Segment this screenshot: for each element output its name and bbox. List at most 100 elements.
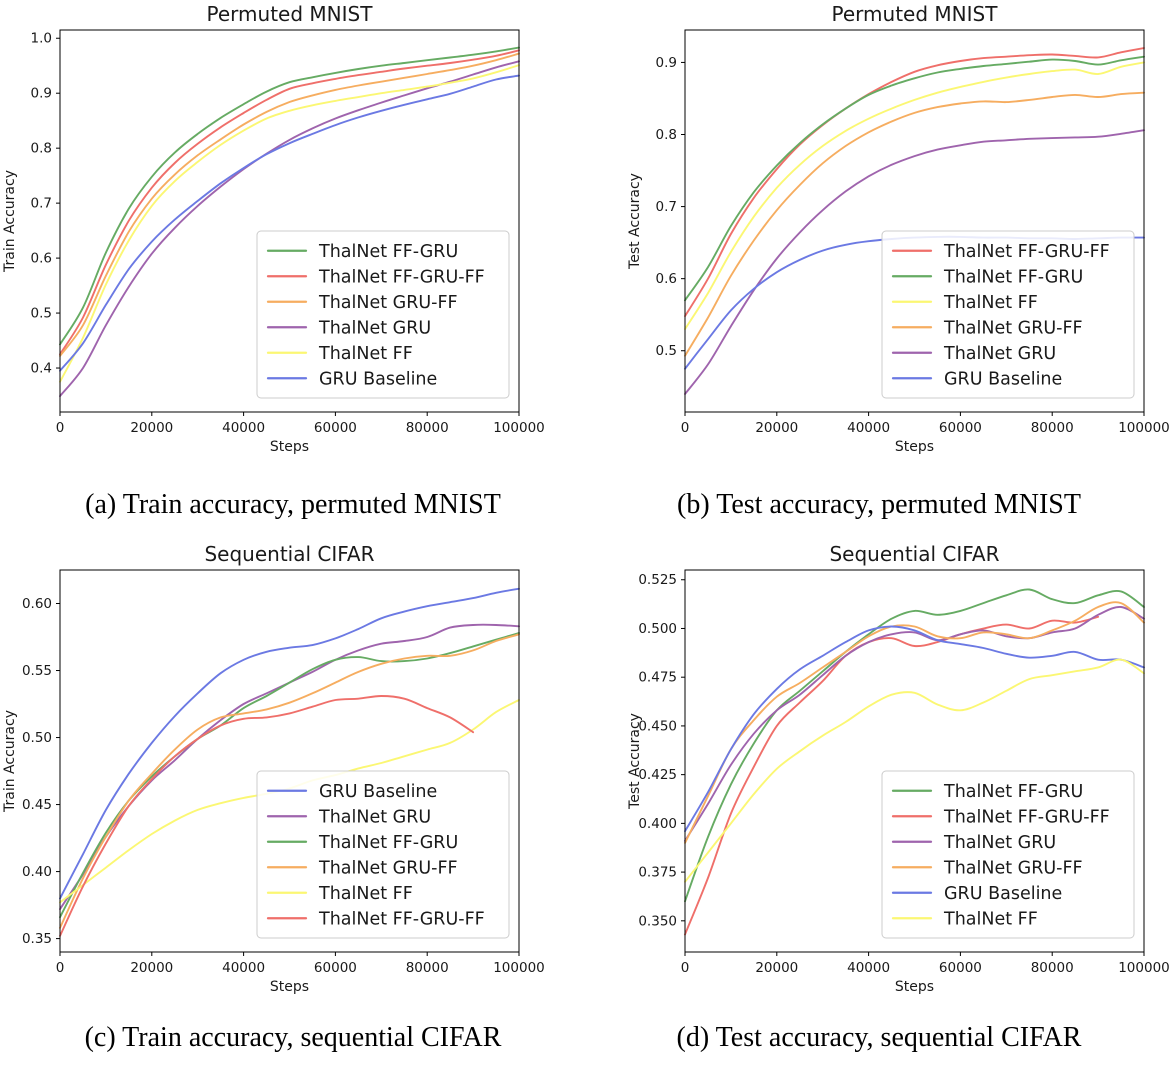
y-axis-label: Test Accuracy [627, 713, 643, 810]
y-tick-label: 0.45 [22, 797, 52, 813]
y-tick-label: 0.4 [31, 361, 52, 377]
series-line-thalnet-ff-gru [684, 55, 1145, 302]
legend-label-thalnet-ff: ThalNet FF [318, 344, 413, 364]
x-tick-label: 80000 [406, 420, 449, 436]
plot-frame [684, 29, 1145, 413]
series-line-gru-baseline [59, 587, 520, 900]
legend-box [881, 230, 1135, 399]
x-tick-label: 80000 [406, 960, 449, 976]
x-tick-label: 20000 [755, 420, 798, 436]
legend-label-thalnet-gru-ff: ThalNet GRU-FF [318, 293, 458, 313]
x-tick-label: 40000 [847, 960, 890, 976]
y-tick-label: 0.9 [656, 55, 677, 71]
y-tick-label: 0.425 [638, 767, 677, 783]
series-line-thalnet-gru [684, 606, 1145, 842]
y-tick-label: 0.525 [638, 572, 677, 588]
x-tick-label: 0 [56, 420, 65, 436]
x-tick-label: 40000 [222, 420, 265, 436]
legend: ThalNet FF-GRU ThalNet FF-GRU-FF ThalNet G… [256, 230, 510, 399]
series-line-gru-baseline [684, 625, 1145, 833]
chart-svg: Permuted MNIST 0 20000 40000 60000 80000 10000… [2, 2, 545, 455]
x-tick-label: 80000 [1031, 960, 1074, 976]
series-line-thalnet-gru-ff [59, 52, 520, 357]
x-tick-label: 100000 [1118, 420, 1170, 436]
x-tick-label: 20000 [755, 960, 798, 976]
legend-label-thalnet-ff-gru-ff: ThalNet FF-GRU-FF [318, 909, 485, 929]
legend-label-thalnet-gru-ff: ThalNet GRU-FF [318, 858, 458, 878]
x-tick-label: 60000 [314, 960, 357, 976]
legend-label-thalnet-ff: ThalNet FF [943, 909, 1038, 929]
legend-label-gru-baseline: GRU Baseline [319, 782, 437, 802]
chart-test-permuted-mnist: Permuted MNIST 0 20000 40000 60000 80000 10000… [586, 0, 1172, 470]
chart-svg: Sequential CIFAR 0 20000 40000 60000 80000 100… [2, 542, 545, 995]
legend-label-gru-baseline: GRU Baseline [944, 884, 1062, 904]
series-line-thalnet-ff-gru-ff [59, 695, 475, 937]
series-line-gru-baseline [59, 74, 520, 372]
x-tick-label: 60000 [939, 960, 982, 976]
x-tick-label: 0 [56, 960, 65, 976]
y-tick-label: 0.6 [31, 251, 52, 267]
legend-label-thalnet-ff-gru-ff: ThalNet FF-GRU-FF [943, 807, 1110, 827]
legend-label-thalnet-ff-gru-ff: ThalNet FF-GRU-FF [943, 242, 1110, 262]
legend-box [256, 770, 510, 939]
x-axis-label: Steps [270, 439, 309, 455]
y-tick-label: 0.6 [656, 271, 677, 287]
x-tick-label: 20000 [130, 960, 173, 976]
caption-c: (c) Train accuracy, sequential CIFAR [84, 1021, 502, 1053]
legend-label-thalnet-ff-gru-ff: ThalNet FF-GRU-FF [318, 267, 485, 287]
y-tick-label: 0.350 [638, 913, 677, 929]
legend-label-thalnet-gru: ThalNet GRU [318, 807, 431, 827]
x-tick-label: 40000 [847, 420, 890, 436]
y-tick-label: 1.0 [31, 31, 52, 47]
series-line-thalnet-gru-ff [59, 633, 520, 929]
y-tick-label: 0.500 [638, 621, 677, 637]
plot-frame [59, 29, 520, 413]
chart-train-permuted-mnist: Permuted MNIST 0 20000 40000 60000 80000 10000… [0, 0, 586, 470]
chart-title: Sequential CIFAR [829, 542, 999, 566]
legend-label-thalnet-gru: ThalNet GRU [943, 833, 1056, 853]
y-tick-label: 0.8 [656, 127, 677, 143]
y-axis-label: Train Accuracy [2, 710, 18, 813]
series-line-thalnet-ff [684, 658, 1145, 883]
y-tick-label: 0.7 [656, 199, 677, 215]
y-tick-label: 0.5 [31, 306, 52, 322]
y-tick-label: 0.9 [31, 86, 52, 102]
y-tick-label: 0.40 [22, 864, 52, 880]
legend-label-thalnet-gru-ff: ThalNet GRU-FF [943, 858, 1083, 878]
x-tick-label: 0 [681, 420, 690, 436]
legend-label-thalnet-gru-ff: ThalNet GRU-FF [943, 318, 1083, 338]
legend-label-thalnet-ff: ThalNet FF [318, 884, 413, 904]
x-axis-label: Steps [895, 439, 934, 455]
caption-d: (d) Test accuracy, sequential CIFAR [676, 1021, 1082, 1053]
legend-box [881, 770, 1135, 939]
y-tick-label: 0.50 [22, 730, 52, 746]
legend-label-thalnet-gru: ThalNet GRU [943, 344, 1056, 364]
x-axis-label: Steps [895, 979, 934, 995]
legend-label-thalnet-ff-gru: ThalNet FF-GRU [318, 833, 458, 853]
legend-label-thalnet-gru: ThalNet GRU [318, 318, 431, 338]
x-tick-label: 40000 [222, 960, 265, 976]
x-tick-label: 0 [681, 960, 690, 976]
y-tick-label: 0.475 [638, 670, 677, 686]
x-axis-label: Steps [270, 979, 309, 995]
x-tick-label: 100000 [493, 960, 545, 976]
chart-title: Sequential CIFAR [204, 542, 374, 566]
x-tick-label: 60000 [939, 420, 982, 436]
series-line-thalnet-ff-gru [684, 588, 1145, 903]
x-tick-label: 100000 [493, 420, 545, 436]
y-tick-label: 0.7 [31, 196, 52, 212]
series-line-thalnet-ff-gru-ff [684, 47, 1145, 318]
legend: ThalNet FF-GRU ThalNet FF-GRU-FF ThalNet G… [881, 770, 1135, 939]
x-tick-label: 20000 [130, 420, 173, 436]
legend-label-gru-baseline: GRU Baseline [944, 369, 1062, 389]
legend: GRU Baseline ThalNet GRU ThalNet FF-GRU Tha… [256, 770, 510, 939]
chart-title: Permuted MNIST [207, 2, 374, 26]
x-tick-label: 80000 [1031, 420, 1074, 436]
series-line-thalnet-ff [684, 61, 1145, 331]
y-tick-label: 0.35 [22, 931, 52, 947]
x-tick-label: 100000 [1118, 960, 1170, 976]
chart-title: Permuted MNIST [832, 2, 999, 26]
legend: ThalNet FF-GRU-FF ThalNet FF-GRU ThalNet F… [881, 230, 1135, 399]
legend-label-thalnet-ff-gru: ThalNet FF-GRU [943, 782, 1083, 802]
